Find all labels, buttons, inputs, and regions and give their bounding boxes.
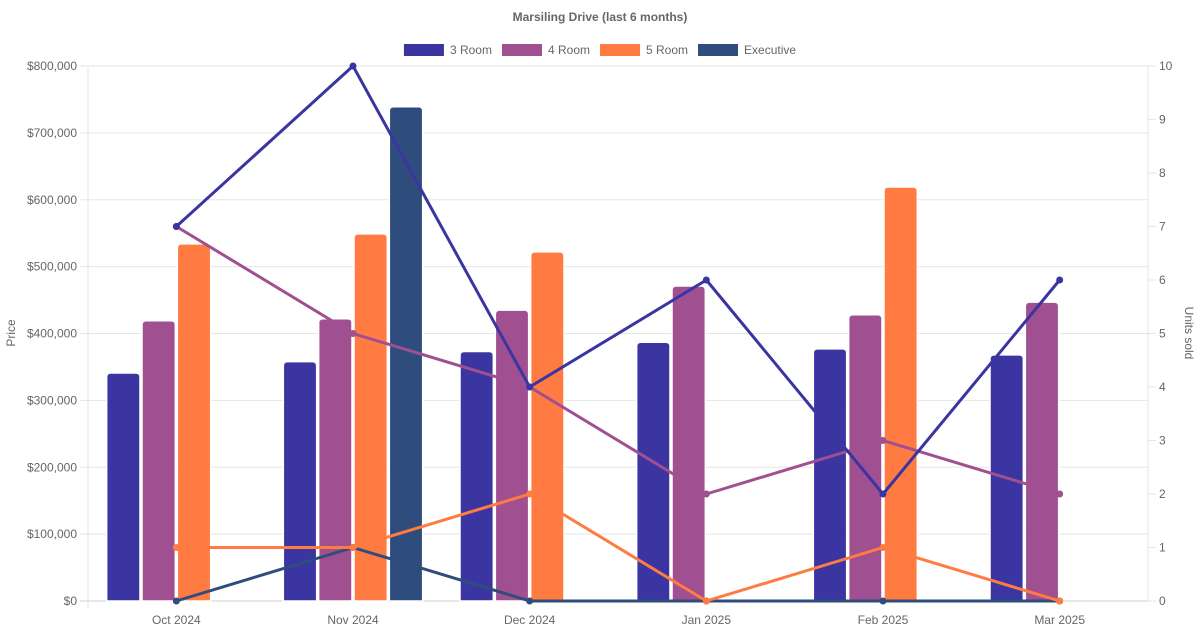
y2-tick-label: 9 [1159, 113, 1166, 127]
point-5-room[interactable] [172, 544, 180, 551]
legend-item-executive[interactable]: Executive [698, 43, 796, 57]
y-tick-label: $700,000 [27, 126, 77, 140]
y-tick-label: $300,000 [27, 393, 77, 407]
point-4-room[interactable] [1056, 490, 1064, 498]
point-4-room[interactable] [879, 437, 887, 444]
point-3-room[interactable] [172, 223, 180, 230]
legend-item-4-room[interactable]: 4 Room [501, 43, 590, 57]
y-tick-label: $600,000 [27, 193, 77, 207]
line-3-room [175, 64, 1061, 496]
y2-tick-label: 8 [1159, 166, 1166, 180]
y2-axis-title: Units sold [1182, 307, 1196, 360]
line-5-room [176, 492, 1061, 603]
legend-label: 5 Room [646, 43, 688, 57]
y2-tick-label: 1 [1159, 541, 1166, 555]
y-tick-label: $0 [64, 594, 78, 608]
bar-3-room[interactable] [105, 372, 141, 602]
line-4-room [175, 225, 1061, 496]
y2-tick-label: 2 [1159, 487, 1166, 501]
bar-4-room[interactable] [141, 320, 177, 602]
legend-swatch [600, 44, 640, 56]
axes: $0 $100,000 $200,000 $300,000 $400,000 $500,0… [27, 59, 1173, 627]
legend-label: 4 Room [548, 43, 590, 57]
y-tick-label: $800,000 [27, 59, 77, 73]
bars [105, 106, 1060, 602]
bar-5-room[interactable] [353, 233, 389, 602]
point-5-room[interactable] [1056, 597, 1064, 605]
legend-label: Executive [744, 43, 796, 57]
y2-tick-label: 0 [1159, 594, 1166, 608]
legend-item-3-room[interactable]: 3 Room [403, 43, 492, 57]
bar-3-room[interactable] [812, 348, 848, 602]
y-tick-label: $400,000 [27, 327, 77, 341]
bar-3-room[interactable] [635, 341, 671, 602]
point-executive[interactable] [526, 597, 534, 605]
line-executive [175, 546, 1060, 603]
x-tick-label: Nov 2024 [327, 613, 379, 627]
point-5-room[interactable] [526, 490, 534, 498]
legend-swatch [403, 44, 444, 56]
lines [172, 62, 1064, 605]
point-3-room[interactable] [1056, 276, 1064, 284]
gridlines [80, 65, 1156, 609]
x-tick-label: Jan 2025 [682, 613, 732, 627]
point-4-room[interactable] [702, 490, 710, 498]
x-tick-label: Oct 2024 [152, 613, 201, 627]
point-executive[interactable] [172, 597, 180, 605]
point-5-room[interactable] [879, 544, 887, 551]
y2-tick-label: 7 [1159, 220, 1166, 234]
y2-tick-label: 4 [1159, 380, 1166, 394]
point-3-room[interactable] [702, 276, 710, 284]
bar-3-room[interactable] [282, 360, 318, 602]
legend-label: 3 Room [450, 43, 492, 57]
point-3-room[interactable] [879, 490, 887, 498]
bar-4-room[interactable] [847, 314, 883, 602]
legend-item-5-room[interactable]: 5 Room [600, 43, 688, 57]
bar-4-room[interactable] [317, 318, 353, 602]
chart-title: Marsiling Drive (last 6 months) [513, 10, 688, 24]
point-4-room[interactable] [349, 330, 357, 337]
legend-swatch [698, 44, 739, 56]
bar-3-room[interactable] [459, 350, 495, 602]
y-axis-title: Price [4, 319, 18, 347]
y2-tick-label: 10 [1159, 59, 1173, 73]
point-5-room[interactable] [349, 544, 357, 551]
y2-tick-label: 5 [1159, 327, 1166, 341]
point-executive[interactable] [879, 597, 887, 605]
legend: 3 Room 4 Room 5 Room Executive [403, 43, 796, 57]
bar-executive[interactable] [388, 106, 424, 602]
bar-4-room[interactable] [671, 285, 707, 602]
y2-tick-label: 6 [1159, 273, 1166, 287]
y2-tick-label: 3 [1159, 434, 1166, 448]
x-tick-label: Mar 2025 [1034, 613, 1085, 627]
bar-5-room[interactable] [529, 251, 565, 602]
legend-swatch [501, 44, 542, 56]
point-3-room[interactable] [349, 62, 357, 70]
bar-4-room[interactable] [1024, 301, 1060, 602]
x-tick-label: Feb 2025 [858, 613, 909, 627]
point-3-room[interactable] [526, 383, 534, 391]
y-tick-label: $200,000 [27, 460, 77, 474]
y-tick-label: $500,000 [27, 260, 77, 274]
x-tick-label: Dec 2024 [504, 613, 556, 627]
point-5-room[interactable] [702, 597, 710, 605]
y-tick-label: $100,000 [27, 527, 77, 541]
bar-5-room[interactable] [883, 186, 919, 602]
